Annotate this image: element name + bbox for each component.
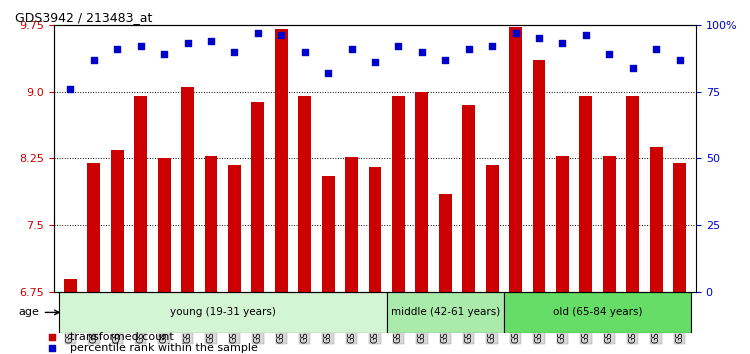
Bar (274, 29, 288, 292)
Bar (64, 279, 76, 292)
Point (298, 48, 310, 54)
Text: young (19-31 years): young (19-31 years) (170, 307, 276, 318)
Point (111, 46, 123, 52)
Point (392, 43, 404, 49)
Bar (603, 156, 616, 292)
Point (674, 57, 686, 62)
Point (650, 46, 662, 52)
Point (509, 30, 521, 36)
Text: age: age (19, 307, 59, 318)
Point (182, 41, 194, 46)
Bar (532, 61, 545, 292)
Bar (387, 292, 504, 333)
Bar (251, 102, 264, 292)
Point (252, 30, 264, 36)
Bar (416, 92, 428, 292)
Bar (368, 167, 382, 292)
Point (158, 51, 170, 57)
Bar (580, 96, 592, 292)
Bar (88, 163, 100, 292)
Point (416, 48, 428, 54)
Point (88, 57, 100, 62)
Point (603, 51, 615, 57)
Bar (556, 156, 569, 292)
Bar (205, 156, 218, 292)
Bar (58, 292, 387, 333)
Point (463, 46, 475, 52)
Bar (111, 149, 124, 292)
Bar (392, 96, 405, 292)
Bar (486, 165, 499, 292)
Point (46, 335, 58, 340)
Point (322, 70, 334, 76)
Point (369, 59, 381, 65)
Text: transformed count: transformed count (70, 332, 174, 342)
Bar (134, 96, 147, 292)
Bar (626, 96, 639, 292)
Bar (298, 96, 311, 292)
Point (556, 41, 568, 46)
Point (346, 46, 358, 52)
Bar (345, 156, 358, 292)
Point (229, 48, 241, 54)
Bar (509, 28, 522, 292)
Text: old (65-84 years): old (65-84 years) (553, 307, 642, 318)
Bar (462, 105, 476, 292)
Point (275, 33, 287, 38)
Point (205, 38, 217, 44)
Bar (504, 292, 692, 333)
Point (440, 57, 452, 62)
Bar (322, 176, 334, 292)
Point (533, 35, 545, 41)
Bar (650, 147, 662, 292)
Text: GDS3942 / 213483_at: GDS3942 / 213483_at (16, 11, 153, 24)
Point (64, 86, 76, 92)
Point (580, 33, 592, 38)
Point (135, 43, 147, 49)
Point (46, 345, 58, 350)
Point (627, 65, 639, 70)
Bar (158, 158, 170, 292)
Bar (181, 87, 194, 292)
Text: middle (42-61 years): middle (42-61 years) (391, 307, 500, 318)
Bar (674, 163, 686, 292)
Bar (439, 194, 452, 292)
Bar (228, 165, 241, 292)
Text: percentile rank within the sample: percentile rank within the sample (70, 343, 258, 353)
Point (486, 43, 498, 49)
